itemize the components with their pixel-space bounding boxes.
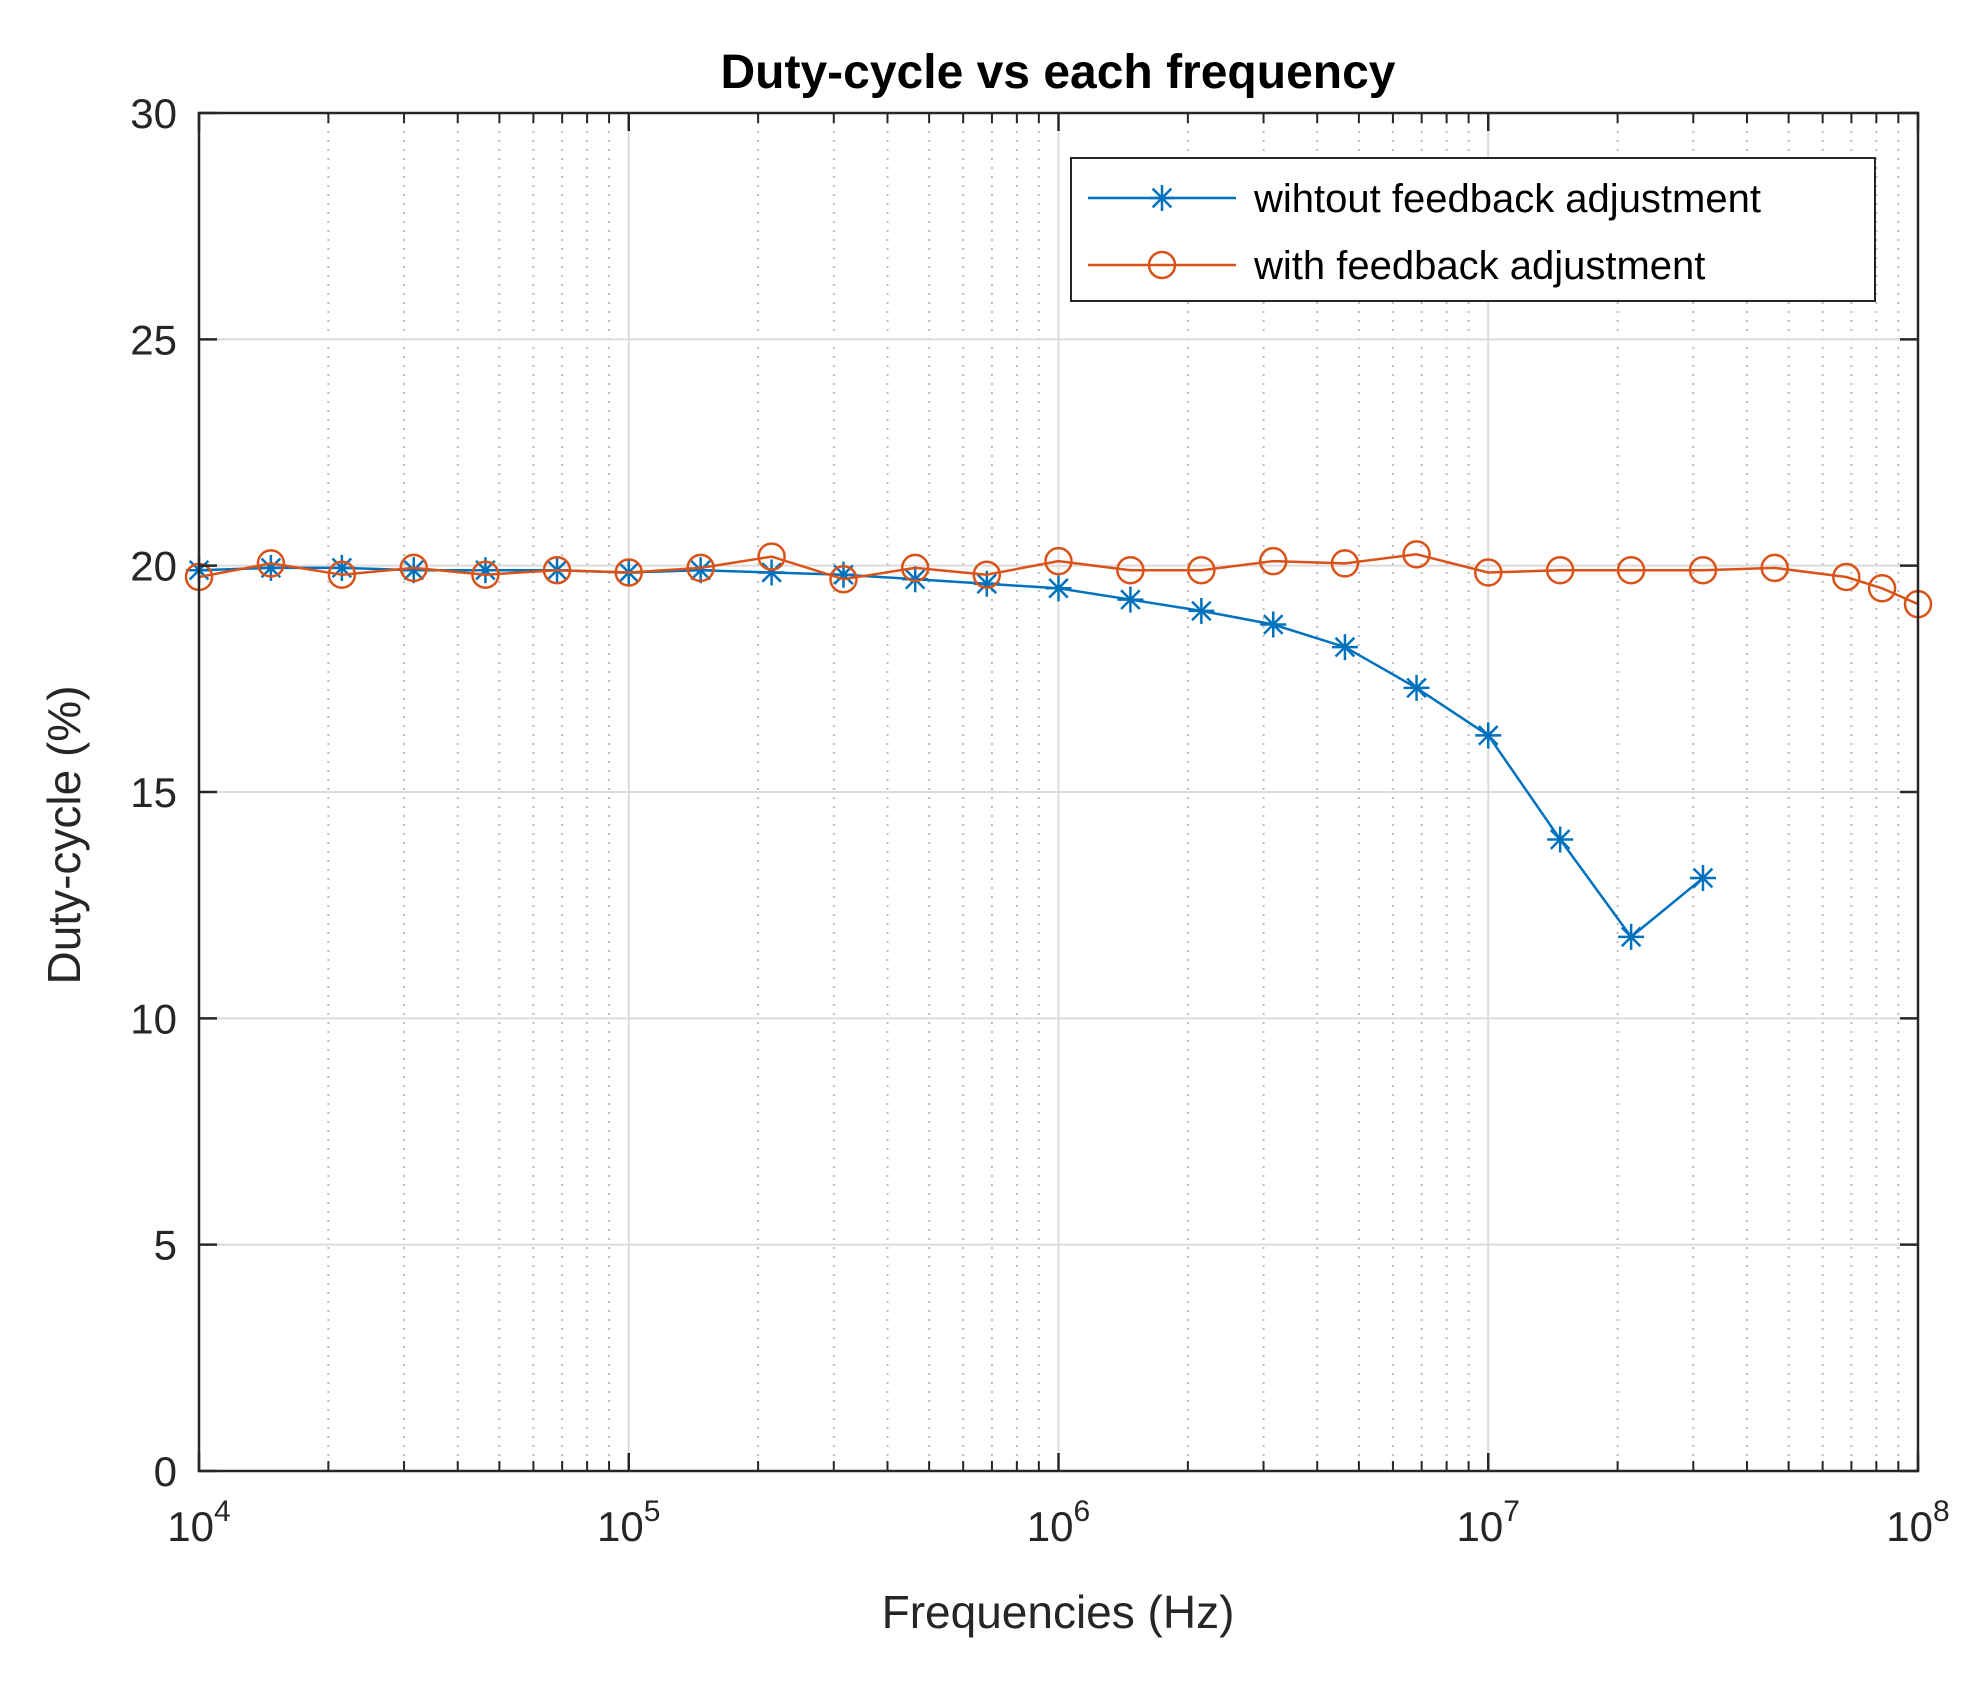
data-point	[1688, 555, 1718, 585]
y-tick-label: 15	[130, 769, 177, 816]
data-point	[327, 560, 357, 589]
y-tick-label: 10	[130, 995, 177, 1042]
data-point	[1474, 558, 1503, 587]
data-point	[1402, 540, 1431, 569]
data-point	[256, 549, 286, 578]
data-point	[972, 560, 1002, 589]
data-point	[1867, 574, 1897, 603]
legend-label: wihtout feedback adjustment	[1253, 177, 1761, 221]
x-tick-label: 107	[1457, 1495, 1520, 1550]
data-point	[614, 558, 643, 587]
chart-title: Duty-cycle vs each frequency	[721, 46, 1396, 99]
data-point	[1331, 634, 1358, 661]
y-tick-label: 0	[154, 1448, 177, 1495]
data-point	[758, 559, 785, 586]
y-tick-label: 5	[154, 1222, 177, 1269]
data-point	[1545, 555, 1575, 585]
data-point	[1330, 549, 1360, 578]
data-point	[328, 554, 355, 581]
data-point	[1116, 555, 1145, 585]
data-point	[1147, 250, 1177, 280]
y-tick-label: 25	[130, 316, 177, 363]
data-point	[1760, 553, 1789, 583]
x-tick-label: 105	[597, 1495, 660, 1550]
data-point	[1260, 611, 1287, 638]
y-tick-labels: 0 5 10 15 20 25 30	[130, 90, 177, 1495]
x-axis-label: Frequencies (Hz)	[882, 1586, 1235, 1638]
axis-ticks	[197, 111, 1920, 1473]
x-tick-labels: 104 105 106 107 108	[167, 1495, 1949, 1550]
data-point	[1547, 826, 1574, 853]
legend-box	[1070, 157, 1876, 302]
data-point	[900, 553, 930, 583]
y-tick-label: 30	[130, 90, 177, 137]
data-point	[757, 542, 786, 571]
y-axis-label: Duty-cycle (%)	[38, 685, 90, 984]
data-point	[542, 555, 572, 585]
legend-item-2: with feedback adjustment	[1088, 244, 1705, 288]
legend-item-1: wihtout feedback adjustment	[1088, 177, 1761, 221]
data-point	[1475, 722, 1502, 749]
series-layer	[184, 540, 1933, 950]
data-point	[400, 557, 427, 584]
legend-label: with feedback adjustment	[1253, 244, 1705, 288]
data-point	[1832, 562, 1861, 592]
data-point	[1044, 546, 1073, 576]
data-point	[686, 553, 715, 583]
data-point	[1403, 674, 1430, 701]
data-point	[1689, 865, 1716, 892]
data-point	[399, 553, 428, 583]
x-tick-label: 104	[167, 1495, 230, 1550]
data-point	[1618, 923, 1645, 950]
data-point	[1149, 185, 1175, 211]
data-point	[1258, 546, 1288, 576]
data-point	[1187, 555, 1216, 585]
data-point	[687, 557, 714, 584]
data-point	[471, 560, 500, 589]
y-tick-label: 20	[130, 543, 177, 590]
data-point	[1045, 575, 1072, 602]
data-point	[1616, 555, 1646, 585]
x-tick-label: 108	[1886, 1495, 1949, 1550]
data-point	[902, 566, 929, 593]
data-point	[829, 564, 858, 594]
data-point	[1117, 586, 1144, 613]
x-tick-label: 106	[1027, 1495, 1090, 1550]
data-point	[1188, 597, 1215, 624]
series-2	[184, 540, 1933, 619]
legend: wihtout feedback adjustment with feedback…	[1070, 157, 1876, 302]
